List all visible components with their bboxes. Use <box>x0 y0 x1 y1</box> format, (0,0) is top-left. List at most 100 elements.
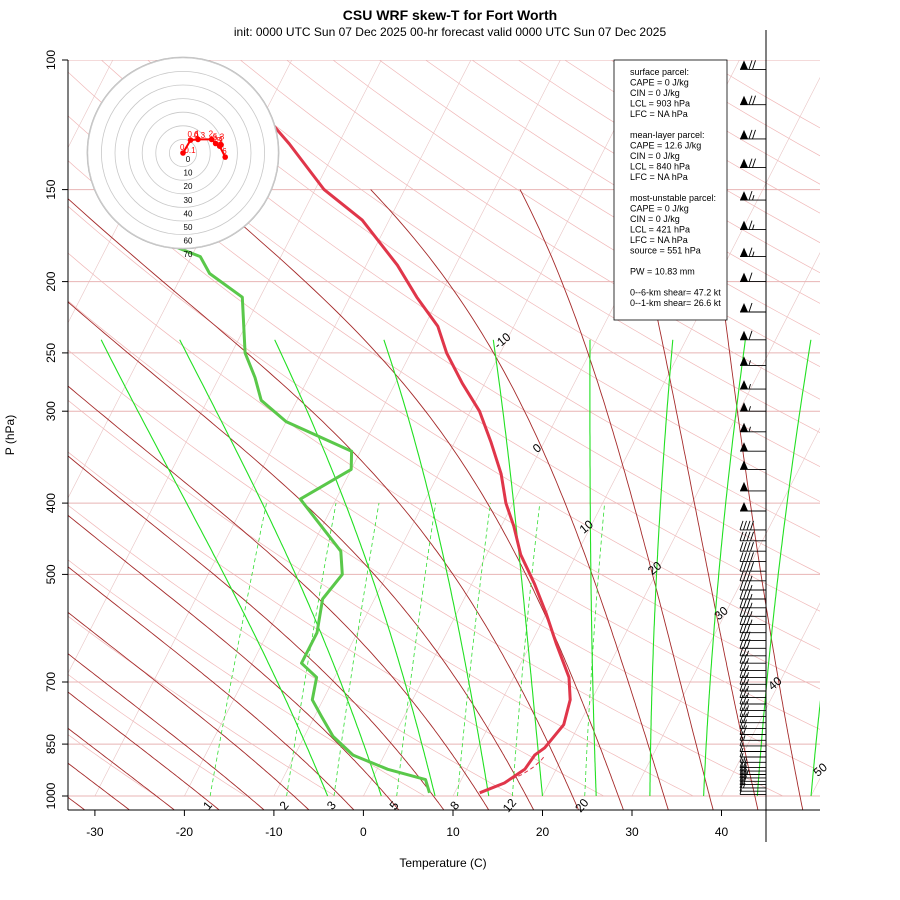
wind-barb <box>739 761 766 772</box>
info-line: CAPE = 0 J/kg <box>630 204 689 214</box>
wind-barb <box>739 542 766 552</box>
info-line: LCL = 421 hPa <box>630 225 690 235</box>
info-line: CIN = 0 J/kg <box>630 88 680 98</box>
info-line: CIN = 0 J/kg <box>630 151 680 161</box>
info-line: CAPE = 12.6 J/kg <box>630 141 701 151</box>
x-tick-label: -10 <box>265 825 283 839</box>
y-tick-label: 400 <box>44 493 58 513</box>
wind-barb <box>739 758 766 769</box>
wind-barb <box>740 158 766 169</box>
info-line: LFC = NA hPa <box>630 109 688 119</box>
wind-barb <box>739 713 766 724</box>
y-tick-label: 200 <box>44 271 58 291</box>
wind-barb <box>739 589 766 600</box>
y-tick-label: 850 <box>44 734 58 754</box>
isotherm-line <box>810 777 820 797</box>
wind-barb <box>739 552 766 562</box>
wind-barb <box>739 768 766 779</box>
saturated-adiabat <box>383 339 490 797</box>
wind-barb <box>740 356 766 366</box>
wind-barb <box>740 190 766 201</box>
moist-adiabat <box>68 514 400 810</box>
wind-barb <box>739 681 766 692</box>
info-box-frame <box>613 59 728 321</box>
wind-barb <box>739 753 766 763</box>
saturated-adiabat <box>492 339 544 797</box>
hodograph-ring <box>101 71 265 235</box>
hodograph-ring <box>128 98 238 208</box>
info-line: CAPE = 0 J/kg <box>630 78 689 88</box>
wind-barb <box>739 694 766 705</box>
y-tick-label: 150 <box>44 179 58 199</box>
wind-barb <box>740 220 766 231</box>
moist-adiabat <box>68 762 131 810</box>
moist-adiabat <box>68 653 265 810</box>
info-line: LFC = NA hPa <box>630 235 688 245</box>
mixing-ratio-line <box>584 503 605 797</box>
saturated-adiabat <box>703 339 746 797</box>
y-tick-label: 700 <box>44 672 58 692</box>
mixing-ratio-label: 12 <box>500 796 520 815</box>
wind-barb <box>740 460 766 470</box>
wind-barb <box>739 772 766 782</box>
hodograph-height-label: 5 <box>213 132 218 141</box>
info-line: surface parcel: <box>630 67 689 77</box>
hodograph-ring-label: 50 <box>184 223 193 232</box>
isotherm-line <box>273 60 651 797</box>
hodograph-height-label: 2 <box>218 141 223 150</box>
mixing-ratio-line <box>396 503 437 797</box>
wind-barb <box>739 520 766 531</box>
hodograph-point-label: 5 <box>217 136 222 145</box>
info-line: CIN = 0 J/kg <box>630 214 680 224</box>
hodograph-ring-label: 70 <box>184 250 193 259</box>
moist-adiabat <box>68 455 445 810</box>
chart-title: CSU WRF skew-T for Fort Worth <box>342 7 558 23</box>
wind-barb <box>739 765 766 775</box>
wind-barb <box>740 502 766 512</box>
x-tick-label: 10 <box>446 825 460 839</box>
hodograph-point <box>180 150 186 156</box>
wind-barb <box>740 95 766 106</box>
x-tick-label: 20 <box>536 825 550 839</box>
moist-adiabat <box>68 611 310 810</box>
isotherm-line <box>631 427 820 797</box>
info-line: LCL = 903 hPa <box>630 99 690 109</box>
wind-barb <box>739 531 766 542</box>
hodograph-ring-label: 0 <box>186 155 191 164</box>
hodograph-point-label: 0 <box>180 143 185 152</box>
isotherm-line <box>542 252 820 797</box>
moist-adiabat <box>370 189 669 810</box>
hodograph-ring-label: 60 <box>184 237 193 246</box>
x-tick-label: 0 <box>360 825 367 839</box>
hodograph-ring <box>87 57 279 249</box>
wind-barb <box>739 782 766 792</box>
wind-barb-column <box>739 30 767 842</box>
data-layer <box>177 74 572 795</box>
hodograph-point-label: 6 <box>222 147 227 156</box>
info-line: 0--1-km shear= 26.6 kt <box>630 298 721 308</box>
mixing-ratio-line <box>286 503 337 797</box>
wind-barb <box>739 707 766 718</box>
wind-barb <box>739 623 766 634</box>
wind-barb <box>739 562 766 572</box>
wind-barb <box>740 129 766 140</box>
hodograph-height-label: 3 <box>220 132 225 141</box>
dry-adiabat <box>703 60 820 129</box>
info-line: PW = 10.83 mm <box>630 267 695 277</box>
isotherm-line <box>184 60 561 797</box>
wind-barb <box>739 598 766 609</box>
saturated-adiabat <box>649 339 674 796</box>
info-line: 0--6-km shear= 47.2 kt <box>630 288 721 298</box>
wind-barb <box>739 731 766 741</box>
wind-barb <box>740 272 766 283</box>
hodograph-point <box>195 136 201 143</box>
y-tick-label: 300 <box>44 401 58 421</box>
wind-barb <box>739 607 766 617</box>
mixing-ratio-line <box>209 503 267 797</box>
wind-barb <box>739 775 766 786</box>
hodograph-height-label: 0.1 <box>184 146 196 155</box>
